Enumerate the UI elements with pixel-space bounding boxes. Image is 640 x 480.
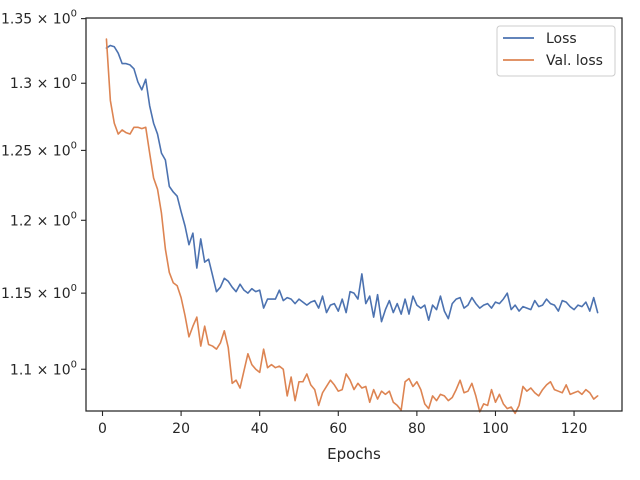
y-tick-label-exponent: 0 bbox=[71, 210, 77, 221]
y-tick-label-base: 1.1 × 10 bbox=[10, 362, 71, 378]
y-tick-label: 1.1 × 100 bbox=[10, 359, 77, 378]
y-tick-label: 1.15 × 100 bbox=[1, 283, 77, 302]
x-tick-label: 100 bbox=[482, 421, 509, 437]
y-tick-label: 1.3 × 100 bbox=[10, 73, 77, 92]
legend-label-loss: Loss bbox=[546, 31, 577, 47]
x-tick-label: 20 bbox=[172, 421, 190, 437]
y-tick-label-exponent: 0 bbox=[71, 283, 77, 294]
x-tick-label: 60 bbox=[329, 421, 347, 437]
x-axis-label: Epochs bbox=[327, 445, 381, 463]
series-line-val-loss bbox=[105, 38, 599, 415]
y-tick-label-base: 1.35 × 10 bbox=[1, 12, 71, 28]
y-tick-label-exponent: 0 bbox=[71, 140, 77, 151]
y-tick-label-exponent: 0 bbox=[71, 359, 77, 370]
legend-label-val-loss: Val. loss bbox=[546, 53, 603, 69]
y-tick-label-base: 1.15 × 10 bbox=[1, 286, 71, 302]
y-tick-label-exponent: 0 bbox=[71, 73, 77, 84]
axes-frame bbox=[85, 17, 623, 412]
legend: Loss Val. loss bbox=[496, 25, 616, 77]
y-tick-label: 1.35 × 100 bbox=[1, 9, 77, 28]
y-tick-label-base: 1.2 × 10 bbox=[10, 213, 71, 229]
y-tick-label-exponent: 0 bbox=[71, 9, 77, 20]
x-tick-label: 80 bbox=[408, 421, 426, 437]
y-tick-label: 1.2 × 100 bbox=[10, 210, 77, 229]
x-tick-label: 40 bbox=[251, 421, 269, 437]
x-tick-label: 0 bbox=[98, 421, 107, 437]
x-tick-label: 120 bbox=[561, 421, 588, 437]
y-tick-label: 1.25 × 100 bbox=[1, 140, 77, 159]
y-tick-label-base: 1.3 × 10 bbox=[10, 76, 71, 92]
series-line-loss bbox=[105, 44, 599, 323]
y-tick-label-base: 1.25 × 10 bbox=[1, 143, 71, 159]
x-axis: 0 20 40 60 80 100 120 bbox=[98, 411, 587, 437]
plot-area bbox=[105, 38, 599, 415]
